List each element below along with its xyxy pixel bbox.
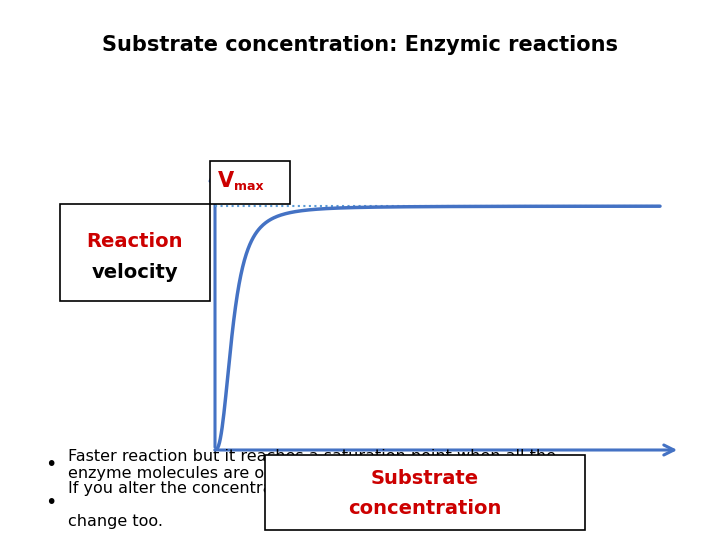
Bar	[60, 204, 210, 301]
Text: Reaction: Reaction	[86, 232, 184, 251]
Text: change too.: change too.	[68, 514, 163, 529]
Text: then V: then V	[398, 481, 456, 496]
Text: max: max	[454, 489, 480, 502]
Text: enzyme: enzyme	[340, 481, 410, 496]
Text: will: will	[482, 481, 514, 496]
Text: Substrate: Substrate	[371, 469, 479, 489]
Text: max: max	[234, 180, 264, 193]
Text: velocity: velocity	[91, 262, 179, 281]
Text: •: •	[45, 494, 56, 512]
Text: concentration: concentration	[348, 500, 502, 518]
Bar	[210, 161, 290, 204]
Text: •: •	[45, 456, 56, 475]
Text: Faster reaction but it reaches a saturation point when all the
enzyme molecules : Faster reaction but it reaches a saturat…	[68, 449, 556, 481]
Text: Substrate concentration: Enzymic reactions: Substrate concentration: Enzymic reactio…	[102, 35, 618, 55]
Text: V: V	[218, 171, 234, 191]
Bar	[265, 455, 585, 530]
Text: If you alter the concentration of the: If you alter the concentration of the	[68, 481, 361, 496]
